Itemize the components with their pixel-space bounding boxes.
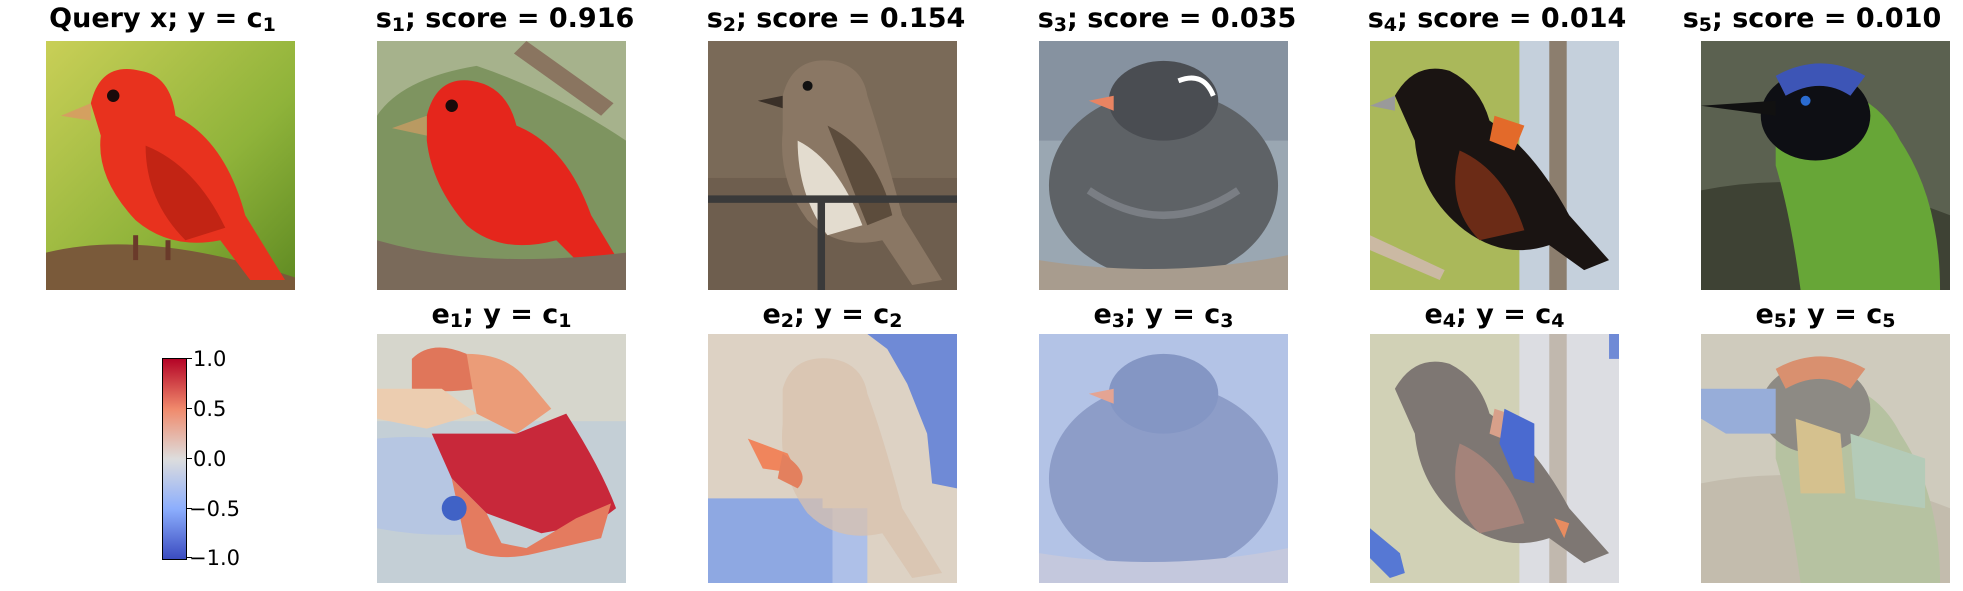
- e4-heatmap: [1370, 334, 1619, 583]
- colorbar: [162, 358, 187, 560]
- colorbar-tick-mark: [186, 408, 192, 409]
- s4-title: s4; score = 0.014: [1367, 3, 1627, 36]
- s2-image: [708, 41, 957, 290]
- e3-title: e3; y = c3: [1093, 299, 1234, 332]
- query-image: [46, 41, 295, 290]
- colorbar-tick-mark: [186, 557, 192, 558]
- s3-image: [1039, 41, 1288, 290]
- e3-heatmap: [1039, 334, 1288, 583]
- e5-title: e5; y = c5: [1755, 299, 1896, 332]
- query-title: Query x; y = c1: [49, 3, 276, 36]
- s4-image: [1370, 41, 1619, 290]
- e2-title: e2; y = c2: [762, 299, 903, 332]
- colorbar-tick-mark: [186, 358, 192, 359]
- colorbar-tick-label: −1.0: [189, 546, 240, 570]
- s1-title: s1; score = 0.916: [375, 3, 635, 36]
- e1-title: e1; y = c1: [431, 299, 572, 332]
- colorbar-tick-mark: [186, 458, 192, 459]
- colorbar-tick-label: 0.5: [193, 397, 227, 421]
- colorbar-tick-label: 1.0: [193, 347, 227, 371]
- e5-heatmap: [1701, 334, 1950, 583]
- colorbar-tick-label: 0.0: [193, 447, 227, 471]
- s2-title: s2; score = 0.154: [706, 3, 966, 36]
- e1-heatmap: [377, 334, 626, 583]
- e4-title: e4; y = c4: [1424, 299, 1565, 332]
- e2-heatmap: [708, 334, 957, 583]
- s5-title: s5; score = 0.010: [1682, 3, 1942, 36]
- s3-title: s3; score = 0.035: [1037, 3, 1297, 36]
- colorbar-tick-mark: [186, 508, 192, 509]
- s5-image: [1701, 41, 1950, 290]
- s1-image: [377, 41, 626, 290]
- colorbar-tick-label: −0.5: [189, 497, 240, 521]
